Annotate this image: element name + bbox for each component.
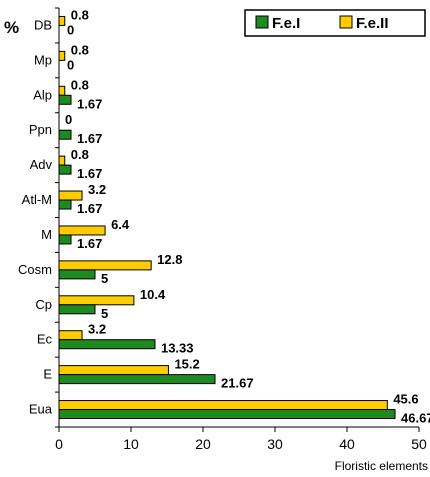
data-label-fe1: 1.67 xyxy=(77,201,102,216)
bar-fe1 xyxy=(58,269,96,280)
data-label-fe1: 1.67 xyxy=(77,96,102,111)
category-label: Ppn xyxy=(29,122,52,137)
category-label: M xyxy=(41,227,52,242)
x-tick-label: 10 xyxy=(123,436,139,452)
data-label-fe1: 1.67 xyxy=(77,236,102,251)
bar-fe2 xyxy=(58,400,388,411)
category-label: Mp xyxy=(34,52,52,67)
bar-fe1 xyxy=(58,94,72,105)
data-label-fe1: 46.67 xyxy=(401,411,430,426)
data-label-fe2: 0.8 xyxy=(71,7,89,22)
bar-fe2 xyxy=(58,85,66,96)
data-label-fe1: 13.33 xyxy=(161,341,194,356)
bar-fe1 xyxy=(58,129,72,140)
bar-fe2 xyxy=(58,225,106,236)
category-label: Eua xyxy=(29,402,53,417)
bar-fe2 xyxy=(58,295,135,306)
category-label: Alp xyxy=(33,87,52,102)
bar-fe2 xyxy=(58,50,66,61)
data-label-fe1: 5 xyxy=(101,271,108,286)
x-tick-label: 40 xyxy=(339,436,355,452)
bar-fe1 xyxy=(58,304,96,315)
x-axis-title: Floristic elements xyxy=(335,459,428,473)
data-label-fe1: 21.67 xyxy=(221,376,254,391)
bar-fe2 xyxy=(58,365,169,376)
bar-fe2 xyxy=(58,15,66,26)
data-label-fe2: 45.6 xyxy=(393,392,418,407)
bar-fe1 xyxy=(58,409,396,420)
data-label-fe2: 12.8 xyxy=(157,252,182,267)
legend-label-fe2: F.e.II xyxy=(356,15,389,32)
bar-fe1 xyxy=(58,374,216,385)
x-tick-label: 20 xyxy=(195,436,211,452)
category-label: E xyxy=(43,367,52,382)
bar-fe1 xyxy=(58,339,156,350)
bar-fe2 xyxy=(58,330,83,341)
data-label-fe2: 15.2 xyxy=(174,357,199,372)
legend-swatch-fe1 xyxy=(255,15,269,29)
legend-label-fe1: F.e.I xyxy=(272,15,300,32)
data-label-fe2: 3.2 xyxy=(88,182,106,197)
category-labels-layer: DB Mp Alp Ppn Adv Atl-M M Cosm Cp Ec E Eua xyxy=(18,7,59,428)
data-label-fe2: 6.4 xyxy=(111,217,130,232)
data-label-fe2: 0.8 xyxy=(71,42,89,57)
bar-fe2 xyxy=(58,155,66,166)
legend-box xyxy=(244,9,426,37)
data-label-fe1: 1.67 xyxy=(77,131,102,146)
data-labels-layer: 0.800.800.81.6701.670.81.673.21.676.41.6… xyxy=(65,7,430,425)
bar-fe1 xyxy=(58,199,72,210)
legend-swatch-fe2 xyxy=(339,15,353,29)
category-label: Ec xyxy=(37,332,53,347)
x-tick-label: 30 xyxy=(267,436,283,452)
x-tick-label: 50 xyxy=(411,436,427,452)
category-label: DB xyxy=(34,17,52,32)
y-axis-unit-label: % xyxy=(4,18,19,37)
data-label-fe2: 0.8 xyxy=(71,77,89,92)
data-label-fe1: 1.67 xyxy=(77,166,102,181)
legend: F.e.I F.e.II xyxy=(244,9,426,37)
bar-fe1 xyxy=(58,164,72,175)
bars-layer xyxy=(58,15,396,420)
data-label-fe2: 3.2 xyxy=(88,322,106,337)
data-label-fe1: 0 xyxy=(67,22,74,37)
data-label-fe1: 5 xyxy=(101,306,108,321)
data-label-fe2: 10.4 xyxy=(140,287,166,302)
bar-fe1 xyxy=(58,234,72,245)
category-label: Cp xyxy=(35,297,52,312)
bar-fe2 xyxy=(58,260,152,271)
category-label: Atl-M xyxy=(22,192,52,207)
data-label-fe1: 0 xyxy=(67,57,74,72)
data-label-fe2: 0.8 xyxy=(71,147,89,162)
x-tick-label: 0 xyxy=(55,436,63,452)
x-ticks-layer: 0 10 20 30 40 50 xyxy=(55,427,427,452)
bar-fe2 xyxy=(58,190,83,201)
category-label: Adv xyxy=(30,157,53,172)
category-label: Cosm xyxy=(18,262,52,277)
data-label-fe2: 0 xyxy=(65,112,72,127)
